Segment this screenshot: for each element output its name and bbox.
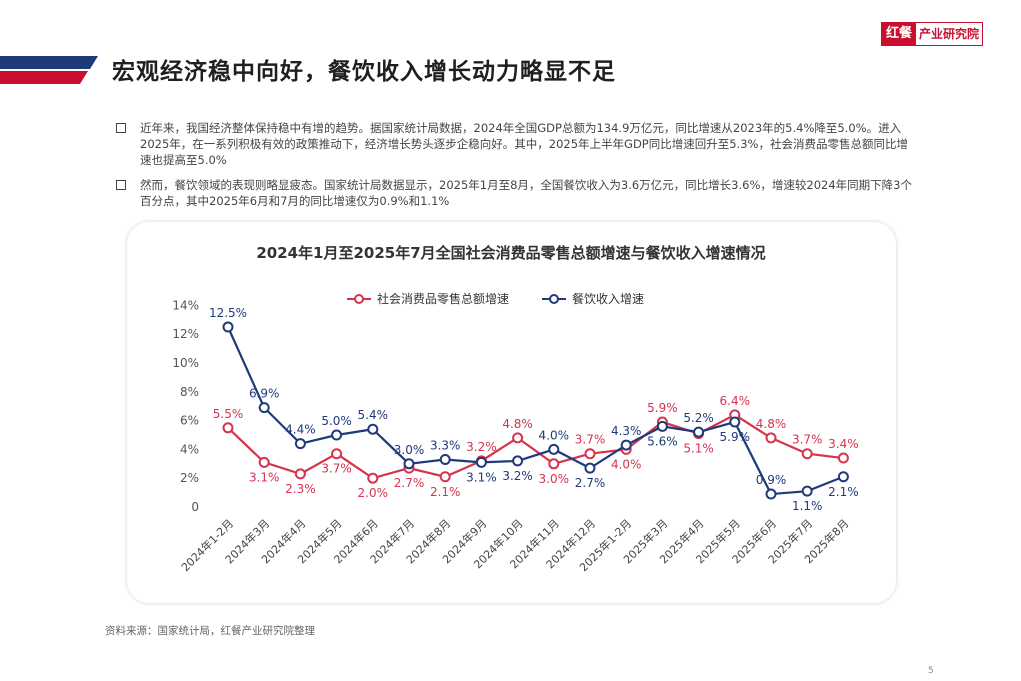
data-label: 4.0% (539, 428, 570, 442)
data-label: 5.4% (358, 408, 389, 422)
bullet-text: 然而，餐饮领域的表现则略显疲态。国家统计局数据显示，2025年1月至8月，全国餐… (140, 178, 912, 208)
data-label: 3.4% (828, 437, 859, 451)
data-point (439, 471, 451, 483)
logo-text: 产业研究院 (919, 27, 980, 41)
data-label: 4.0% (611, 457, 642, 471)
y-tick-label: 2% (180, 471, 199, 485)
data-label: 3.3% (430, 438, 461, 452)
bullet-list: 近年来，我国经济整体保持稳中有增的趋势。据国家统计局数据，2024年全国GDP总… (116, 120, 916, 218)
data-point (584, 448, 596, 460)
data-point (367, 423, 379, 435)
y-tick-label: 14% (172, 298, 199, 312)
data-label: 5.2% (683, 411, 714, 425)
data-point (837, 471, 849, 483)
data-point (729, 416, 741, 428)
data-point (801, 485, 813, 497)
y-tick-label: 4% (180, 442, 199, 456)
data-label: 6.4% (720, 394, 751, 408)
data-point (258, 456, 270, 468)
series-line (226, 326, 844, 496)
data-point (693, 426, 705, 438)
data-point (331, 429, 343, 441)
data-label: 3.7% (321, 462, 352, 476)
series-line (227, 413, 844, 480)
data-label: 2.7% (394, 476, 425, 490)
data-label: 2.7% (575, 476, 606, 490)
data-label: 3.0% (394, 443, 425, 457)
data-label: 4.4% (285, 423, 316, 437)
source-note: 资料来源：国家统计局，红餐产业研究院整理 (105, 625, 315, 637)
data-point (475, 456, 487, 468)
bullet-text: 近年来，我国经济整体保持稳中有增的趋势。据国家统计局数据，2024年全国GDP总… (140, 121, 908, 167)
chart-title: 2024年1月至2025年7月全国社会消费品零售总额增速与餐饮收入增速情况 (256, 244, 765, 262)
data-label: 3.1% (249, 470, 280, 484)
data-label: 5.9% (647, 401, 678, 415)
data-point (512, 455, 524, 467)
data-point (656, 420, 668, 432)
data-label: 3.0% (539, 472, 570, 486)
data-point (294, 468, 306, 480)
data-point (439, 453, 451, 465)
x-tick-label: 2024年1-2月 (178, 516, 236, 574)
legend-marker (354, 294, 364, 304)
header-decoration (0, 56, 98, 84)
line-chart: 2024年1月至2025年7月全国社会消费品零售总额增速与餐饮收入增速情况 0 2%… (172, 244, 859, 574)
data-label: 12.5% (209, 306, 247, 320)
data-label: 5.5% (213, 407, 244, 421)
legend-label: 社会消费品零售总额增速 (377, 291, 509, 306)
y-tick-label: 10% (172, 356, 199, 370)
data-point (331, 448, 343, 460)
data-label: 6.9% (249, 387, 280, 401)
legend-marker (549, 294, 559, 304)
data-label: 3.2% (466, 440, 497, 454)
data-point (512, 432, 524, 444)
data-label: 2.0% (358, 486, 389, 500)
data-label: 4.8% (502, 417, 532, 431)
data-point (258, 402, 270, 414)
bullet-item: 近年来，我国经济整体保持稳中有增的趋势。据国家统计局数据，2024年全国GDP总… (116, 120, 916, 168)
data-point (548, 443, 560, 455)
legend-label: 餐饮收入增速 (572, 291, 644, 306)
data-label: 3.2% (502, 469, 532, 483)
data-label: 1.1% (792, 499, 823, 513)
data-label: 4.3% (611, 424, 642, 438)
data-point (837, 452, 849, 464)
y-tick-label: 12% (172, 327, 199, 341)
logo-mark: 红餐 (882, 23, 917, 45)
data-label: 5.6% (647, 434, 678, 448)
data-label: 4.8% (756, 417, 787, 431)
data-label: 3.1% (466, 470, 497, 484)
page-title: 宏观经济稳中向好，餐饮收入增长动力略显不足 (112, 59, 616, 85)
data-point (765, 432, 777, 444)
y-tick-label: 8% (180, 385, 199, 399)
bullet-square-icon (116, 180, 126, 190)
data-label: 0.9% (756, 473, 787, 487)
data-label: 2.1% (430, 485, 461, 499)
bullet-square-icon (116, 123, 126, 133)
data-label: 5.9% (720, 430, 751, 444)
data-point (620, 439, 632, 451)
brand-logo: 红餐 产业研究院 (881, 22, 984, 46)
bullet-item: 然而，餐饮领域的表现则略显疲态。国家统计局数据显示，2025年1月至8月，全国餐… (116, 177, 916, 209)
data-point (584, 462, 596, 474)
data-point (403, 458, 415, 470)
data-label: 5.1% (683, 442, 714, 456)
y-tick-label: 0 (191, 500, 199, 514)
data-point (367, 472, 379, 484)
data-label: 2.1% (828, 485, 859, 499)
page-number: 5 (928, 666, 934, 676)
y-tick-label: 6% (180, 414, 199, 428)
data-point (222, 422, 234, 434)
chart-card: 2024年1月至2025年7月全国社会消费品零售总额增速与餐饮收入增速情况 0 2%… (127, 222, 896, 603)
data-point (222, 321, 234, 333)
data-point (294, 438, 306, 450)
data-label: 3.7% (575, 433, 606, 447)
data-point (765, 488, 777, 500)
data-point (801, 448, 813, 460)
data-label: 2.3% (285, 482, 316, 496)
data-label: 3.7% (792, 433, 823, 447)
data-point (548, 458, 560, 470)
data-label: 5.0% (321, 414, 352, 428)
